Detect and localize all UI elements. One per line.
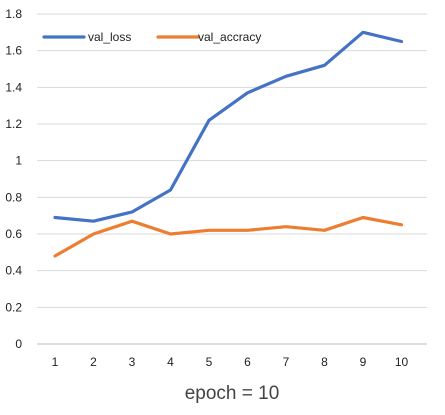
x-tick-label: 4 <box>167 355 174 369</box>
y-tick-label: 0.4 <box>5 264 22 278</box>
series-line-val-accracy <box>53 215 404 258</box>
x-tick-label: 5 <box>206 355 213 369</box>
x-tick-label: 3 <box>129 355 136 369</box>
y-tick-label: 0.8 <box>5 190 22 204</box>
x-tick-label: 9 <box>360 355 367 369</box>
y-tick-label: 1.2 <box>5 117 22 131</box>
y-tick-label: 1.8 <box>5 7 22 21</box>
legend: val_loss val_accracy <box>42 30 261 44</box>
y-tick-label: 1 <box>15 154 22 168</box>
y-tick-label: 1.4 <box>5 80 22 94</box>
x-tick-label: 6 <box>244 355 251 369</box>
x-tick-label: 2 <box>90 355 97 369</box>
y-axis-ticks: 0 0.2 0.4 0.6 0.8 1 1.2 1.4 1.6 1.8 <box>5 7 22 351</box>
x-tick-label: 7 <box>283 355 290 369</box>
x-axis-ticks: 1 2 3 4 5 6 7 8 9 10 <box>52 355 409 369</box>
x-tick-label: 8 <box>321 355 328 369</box>
y-tick-label: 0.2 <box>5 300 22 314</box>
x-tick-label: 10 <box>395 355 409 369</box>
y-tick-label: 1.6 <box>5 44 22 58</box>
y-tick-label: 0 <box>15 337 22 351</box>
x-axis-title: epoch = 10 <box>185 383 280 404</box>
y-tick-label: 0.6 <box>5 227 22 241</box>
legend-label: val_loss <box>88 30 131 44</box>
gridlines <box>37 13 427 345</box>
series-line-val-loss <box>53 30 404 223</box>
legend-label: val_accracy <box>198 30 261 44</box>
series-layer <box>53 30 404 258</box>
x-tick-label: 1 <box>52 355 59 369</box>
